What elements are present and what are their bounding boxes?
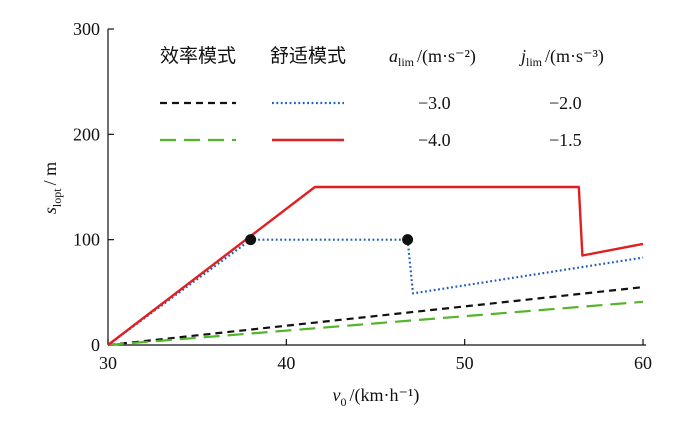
legend-header-jlim: jlim/(m·s⁻³)	[519, 46, 604, 69]
y-tick-label: 100	[73, 230, 100, 250]
y-tick-label: 0	[91, 335, 100, 355]
legend-jlim-symbol: j	[519, 46, 526, 66]
x-axis-unit: /(km·h⁻¹)	[350, 385, 420, 406]
y-tick-label: 300	[73, 19, 100, 39]
y-axis-symbol: s	[40, 207, 60, 214]
data-point-marker	[245, 234, 257, 246]
legend-alim-row1: −3.0	[418, 93, 451, 113]
x-tick-label: 60	[634, 353, 652, 373]
series-line-comfort-row2	[107, 185, 644, 346]
legend-alim-unit: /(m·s⁻²)	[417, 46, 476, 67]
x-tick-label: 50	[456, 353, 474, 373]
x-axis-label: v0/(km·h⁻¹)	[333, 385, 420, 409]
x-axis-subscript: 0	[341, 395, 347, 409]
data-point-marker	[402, 234, 414, 246]
series-line-comfort-row1	[107, 238, 644, 346]
legend-header-comfort: 舒适模式	[270, 45, 346, 67]
series-layer	[107, 185, 644, 347]
legend-header-efficiency: 效率模式	[160, 45, 236, 67]
legend-jlim-row1: −2.0	[549, 93, 582, 113]
series-line-efficiency-row1	[107, 286, 644, 347]
marker-layer	[245, 234, 414, 246]
series-line-efficiency-row2	[107, 300, 644, 347]
y-tick-label: 200	[73, 124, 100, 144]
legend: 效率模式 舒适模式 alim/(m·s⁻²) jlim/(m·s⁻³) −3.0…	[160, 45, 604, 150]
legend-jlim-subscript: lim	[526, 55, 543, 69]
x-tick-label: 40	[277, 353, 295, 373]
legend-jlim-unit: /(m·s⁻³)	[545, 46, 604, 67]
legend-alim-subscript: lim	[398, 55, 415, 69]
y-axis-subscript: lopt	[50, 188, 64, 207]
x-axis-symbol: v	[333, 385, 341, 405]
x-tick-label: 30	[99, 353, 117, 373]
legend-header-alim: alim/(m·s⁻²)	[389, 46, 476, 69]
ticks: 30 40 50 60 0 100 200 300	[73, 19, 652, 373]
legend-jlim-row2: −1.5	[549, 130, 582, 150]
y-axis-label: slopt / m	[40, 162, 64, 214]
y-axis-unit: / m	[40, 162, 60, 186]
legend-alim-symbol: a	[389, 46, 398, 66]
legend-alim-row2: −4.0	[418, 130, 451, 150]
